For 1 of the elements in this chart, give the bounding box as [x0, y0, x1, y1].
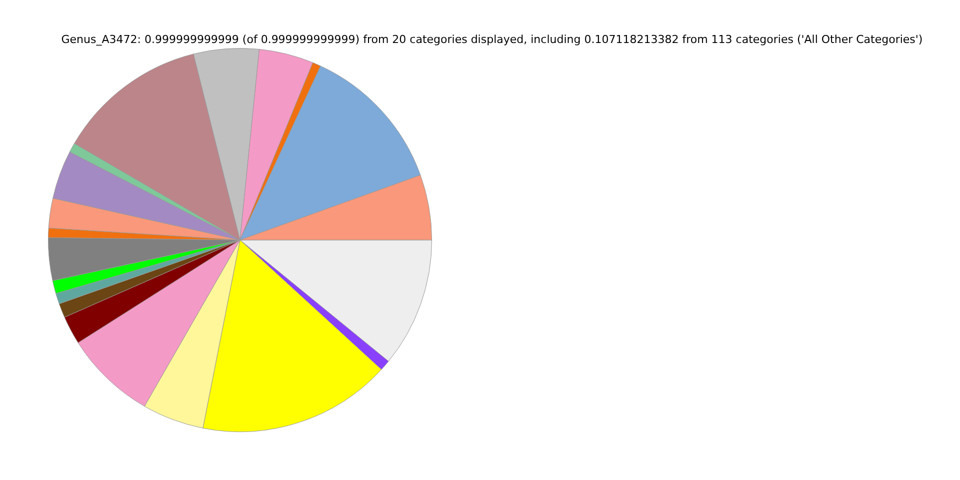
- text: Genus_A3472: 0.999999999999 (of 0.999999999999) from 20 categories displayed, including 0.107118213382 from 113 categories ('All Other Categories'): [61, 32, 923, 46]
